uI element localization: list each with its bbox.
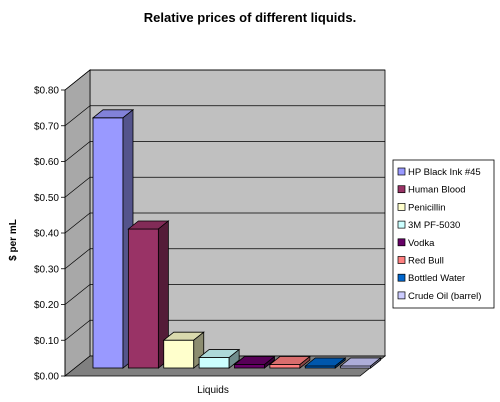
gridline-side [64, 248, 91, 270]
bar-crude-oil-barrel [339, 357, 382, 369]
gridline-side [64, 284, 91, 305]
legend-swatch [397, 185, 406, 194]
y-tick-label: $0.30 [34, 264, 59, 275]
y-axis-label: $ per mL [8, 219, 19, 261]
legend-item: Crude Oil (barrel) [397, 291, 481, 302]
legend-label: 3M PF-5030 [408, 220, 460, 231]
legend-label: HP Black Ink #45 [408, 167, 481, 178]
bar-side [264, 355, 275, 369]
legend-label: Vodka [408, 238, 435, 249]
bar-front [198, 357, 230, 369]
bar-penicillin [162, 331, 205, 369]
bar-hp-black-ink-45 [91, 108, 135, 369]
gridline-side [64, 176, 91, 198]
legend-item: Vodka [397, 238, 435, 249]
legend-item: 3M PF-5030 [397, 220, 460, 231]
gridline-side [64, 212, 91, 234]
legend-swatch [397, 167, 406, 176]
x-axis-label: Liquids [197, 385, 229, 396]
gridline-side [64, 69, 91, 91]
bar-side [299, 355, 311, 369]
legend-swatch [397, 256, 406, 264]
bar-side [370, 357, 382, 369]
legend-item: HP Black Ink #45 [397, 167, 481, 178]
bar-side [228, 348, 240, 369]
y-tick-label: $0.80 [34, 86, 59, 97]
legend-item: Human Blood [397, 185, 466, 196]
legend-item: Penicillin [397, 202, 446, 213]
y-tick-label: $0.50 [34, 193, 59, 204]
y-tick-label: $0.20 [34, 300, 59, 311]
legend-box [392, 159, 495, 309]
gridline-side [64, 105, 91, 127]
legend-item: Bottled Water [397, 273, 465, 284]
chart-title: Relative prices of different liquids. [143, 10, 357, 25]
legend-swatch [397, 203, 406, 211]
legend-swatch [397, 220, 406, 229]
legend-swatch [397, 273, 406, 282]
legend-label: Crude Oil (barrel) [408, 291, 481, 302]
legend-swatch [397, 291, 406, 300]
y-tick-label: $0.60 [34, 157, 59, 168]
y-tick-label: $0.10 [34, 336, 59, 347]
bar-front [127, 228, 159, 369]
bar-side [334, 357, 346, 369]
bar-front [92, 117, 124, 369]
bars [91, 108, 382, 369]
legend-label: Bottled Water [408, 273, 465, 284]
bar-vodka [233, 355, 276, 369]
gridline-side [64, 141, 91, 162]
y-tick-label: $0.00 [34, 372, 59, 383]
bar-front [163, 339, 195, 369]
gridline-side [64, 319, 91, 341]
bar-human-blood [127, 220, 170, 369]
legend-swatch [397, 238, 406, 247]
legend-label: Red Bull [408, 256, 444, 267]
bar-front [269, 364, 301, 369]
y-axis-ticks: $0.00 $0.10 $0.20 $0.30 $0.40 $0.50 $0.60 $0.70… [34, 86, 66, 383]
bar-bottled-water [304, 357, 347, 369]
legend-label: Penicillin [408, 202, 446, 213]
legend-label: Human Blood [408, 185, 466, 196]
bar-3m-pf-5030 [197, 348, 241, 369]
legend-item: Red Bull [397, 256, 444, 267]
y-tick-label: $0.70 [34, 121, 59, 132]
y-tick-label: $0.40 [34, 229, 59, 240]
bar-front [234, 364, 265, 369]
legend: HP Black Ink #45 Human Blood Penicillin 3M … [392, 159, 495, 309]
bar-red-bull [268, 355, 312, 369]
